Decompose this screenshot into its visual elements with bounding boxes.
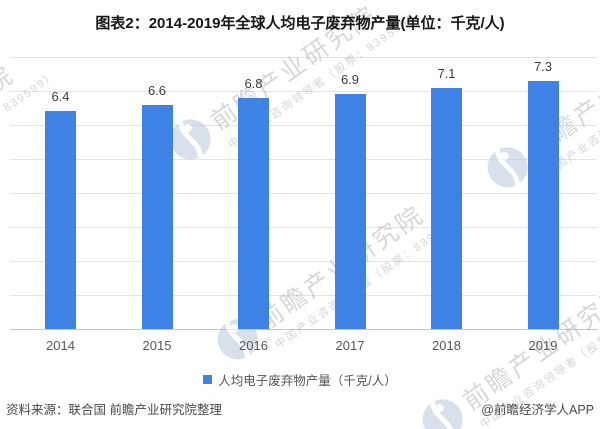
bar-2019 bbox=[527, 81, 559, 329]
x-axis-label: 2017 bbox=[335, 338, 365, 353]
bar-value-label: 6.9 bbox=[340, 72, 360, 87]
bar-value-label: 6.8 bbox=[244, 76, 263, 91]
x-axis-label: 2019 bbox=[528, 338, 558, 353]
legend: 人均电子废弃物产量（千克/人） bbox=[0, 370, 600, 389]
bar-value-label: 6.4 bbox=[51, 89, 70, 104]
legend-label: 人均电子废弃物产量（千克/人） bbox=[218, 374, 397, 388]
bar-2016 bbox=[238, 98, 269, 329]
x-axis-label: 2018 bbox=[432, 338, 461, 353]
chart-title: 图表2：2014-2019年全球人均电子废弃物产量(单位：千克/人) bbox=[95, 15, 505, 32]
footer: 资料来源：联合国 前瞻产业研究院整理 @前瞻经济学人APP bbox=[0, 399, 600, 418]
bar-2015 bbox=[141, 105, 173, 329]
gridline bbox=[10, 261, 597, 262]
x-axis-label: 2014 bbox=[46, 338, 75, 353]
source-note: 资料来源：联合国 前瞻产业研究院整理 bbox=[6, 403, 222, 417]
x-axis-label: 2016 bbox=[239, 338, 268, 353]
gridline bbox=[10, 227, 597, 228]
bar-value-label: 7.1 bbox=[437, 66, 456, 81]
bar-2018 bbox=[431, 88, 462, 329]
bar-2014 bbox=[45, 111, 76, 329]
gridline bbox=[10, 57, 597, 58]
gridline bbox=[10, 91, 597, 92]
x-axis-line bbox=[10, 329, 598, 330]
gridline bbox=[10, 193, 597, 194]
bar-2017 bbox=[334, 94, 366, 329]
gridline bbox=[10, 159, 597, 160]
x-axis-label: 2015 bbox=[142, 338, 172, 353]
gridline bbox=[10, 295, 597, 296]
gridline bbox=[10, 125, 597, 126]
bar-value-label: 7.3 bbox=[533, 59, 553, 74]
bar-value-label: 6.6 bbox=[147, 83, 167, 98]
legend-swatch bbox=[203, 375, 213, 384]
credit-note: @前瞻经济学人APP bbox=[481, 403, 594, 417]
